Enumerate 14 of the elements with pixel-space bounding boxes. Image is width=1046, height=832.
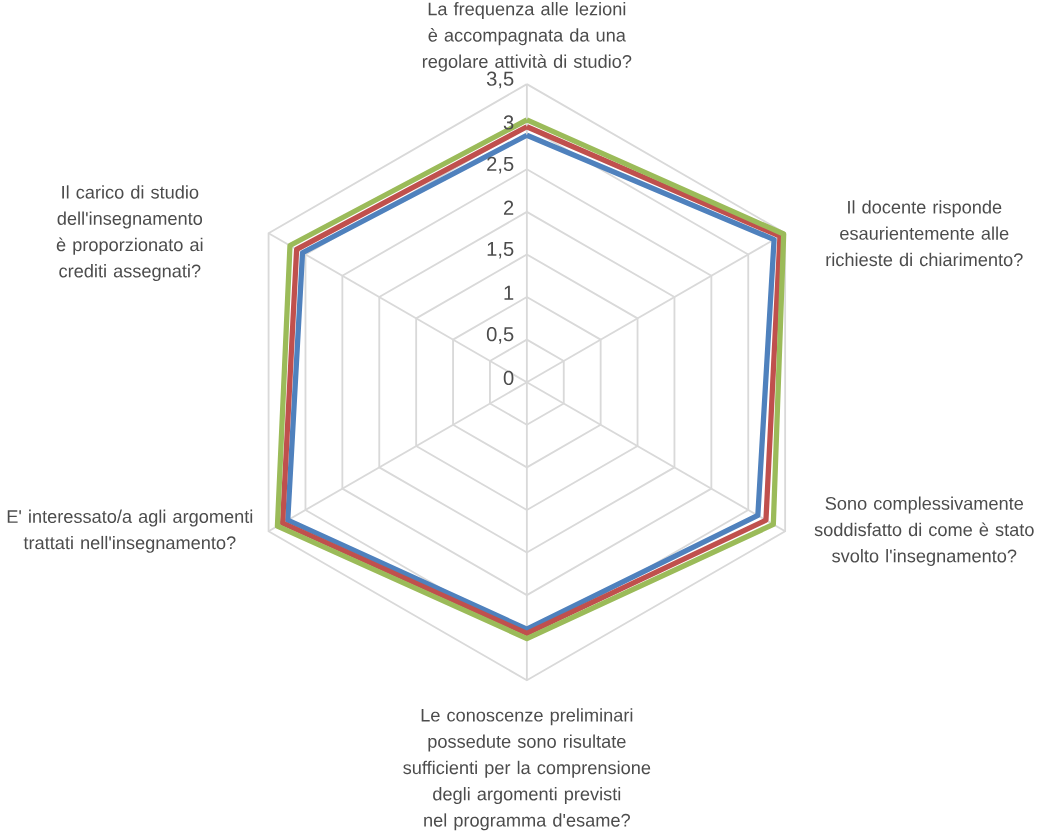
y-tick-label: 1,5 [487,241,514,259]
spoke-label: Sono complessivamente soddisfatto di come è stato svolto l'insegnamento? [814,496,1034,566]
spoke-label: E' interessato/a agli argomenti trattati nell'insegnamento? [7,509,253,553]
spoke-label: La frequenza alle lezioni è accompagnata da una regolare attività di studio? [422,1,632,72]
y-tick-label: 2,5 [487,156,514,174]
y-tick-label: 1 [504,285,514,300]
y-tick-label: 0,5 [486,326,514,344]
y-tick-label: 3 [503,115,514,130]
y-tick-label: 0 [503,370,514,385]
spoke-label: Le conoscenze preliminari possedute sono risultate sufficienti per la comprensione degli argomenti previsti nel programma d'esame? [403,708,651,831]
y-tick-label: 3,5 [486,71,514,89]
y-tick-label: 2 [503,200,514,215]
spoke-label: Il docente risponde esaurientemente alle richieste di chiarimento? [826,200,1023,266]
spoke-label: Il carico di studio dell'insegnamento è proporzionato ai crediti assegnati? [56,185,203,281]
